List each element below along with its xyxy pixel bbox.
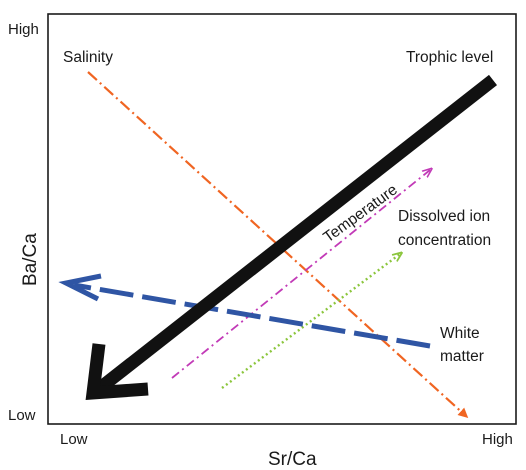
y-axis-low-label: Low [8, 407, 36, 424]
temperature-arrow [171, 170, 430, 379]
x-axis-low-label: Low [60, 431, 88, 448]
salinity-arrow [87, 71, 469, 419]
white-matter-label-line2: matter [440, 348, 484, 365]
white-matter-arrow [73, 282, 431, 349]
trophic-level-arrowhead [85, 343, 149, 401]
dissolved-ion-label-line2: concentration [398, 232, 491, 249]
trophic-level-label: Trophic level [406, 49, 493, 66]
white-matter-arrowhead [58, 273, 102, 302]
dissolved-ion-arrow [221, 254, 400, 389]
white-matter-label-line1: White [440, 325, 480, 342]
plot-frame [47, 13, 517, 425]
trophic-level-arrow [95, 74, 498, 394]
x-axis-title: Sr/Ca [268, 449, 317, 470]
y-axis-high-label: High [8, 21, 39, 38]
dissolved-ion-label-line1: Dissolved ion [398, 208, 490, 225]
x-axis-high-label: High [482, 431, 513, 448]
salinity-label: Salinity [63, 49, 113, 66]
y-axis-title: Ba/Ca [20, 233, 41, 286]
